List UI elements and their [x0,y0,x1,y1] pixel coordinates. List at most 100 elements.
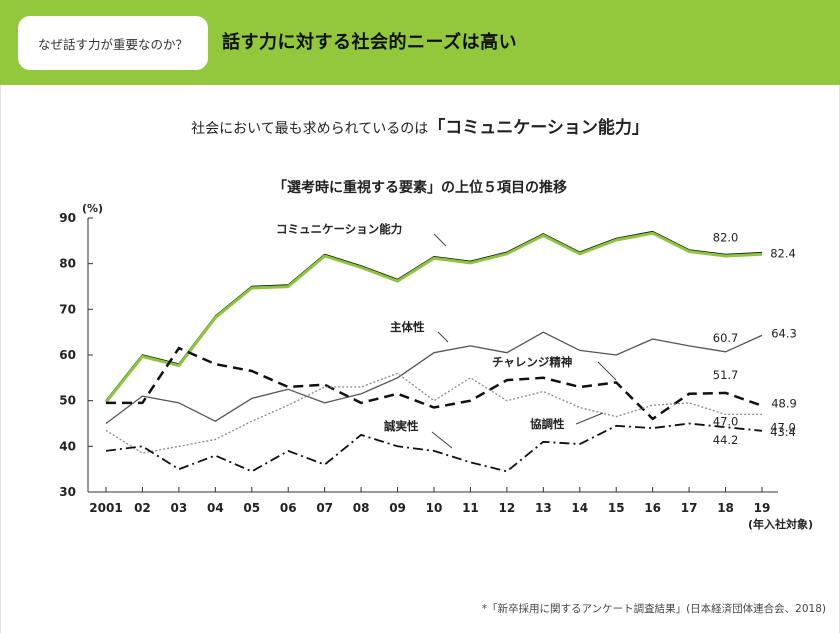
data-point [178,347,180,349]
data-point [651,338,653,340]
y-tick-label: 50 [59,394,76,408]
data-label: 47.0 [770,420,796,434]
header-tag: なぜ話す力が重要なのか？ [18,16,208,70]
data-label: 43.4 [770,425,796,439]
data-label: 47.0 [713,414,739,428]
series-name-label: 協調性 [530,417,565,431]
x-axis-note: (年入社対象) [748,517,813,531]
x-tick-label: 18 [717,501,734,515]
x-tick-label: 2001 [89,501,122,515]
data-point [141,452,143,454]
data-point [469,461,471,463]
data-point [141,395,143,397]
series-line [105,331,763,425]
x-tick-label: 11 [462,501,479,515]
series-line [105,372,762,454]
data-point [579,386,581,388]
series-name-label: コミュニケーション能力 [276,222,402,236]
data-point [579,406,581,408]
data-point [688,402,690,404]
data-point [724,253,726,255]
data-point [323,253,325,255]
data-point [360,402,362,404]
data-point [323,386,325,388]
y-tick-label: 40 [59,439,76,453]
data-point [105,429,107,431]
data-point [287,284,289,286]
data-label: 82.4 [770,247,796,261]
data-point [761,252,763,254]
header-title: 話す力に対する社会的ニーズは高い [222,32,518,53]
data-point [396,377,398,379]
data-point [724,392,726,394]
data-point [396,393,398,395]
y-axis-unit: (%) [82,202,103,215]
data-point [287,404,289,406]
x-tick-label: 13 [535,501,552,515]
data-point [396,445,398,447]
data-point [214,363,216,365]
data-point [433,450,435,452]
series-line [104,231,763,404]
data-point [141,445,143,447]
data-point [433,399,435,401]
data-point [251,285,253,287]
data-point [251,397,253,399]
data-point [506,251,508,253]
x-tick-label: 08 [353,501,370,515]
data-point [323,463,325,465]
data-point [761,430,763,432]
y-tick-label: 30 [59,485,76,499]
data-point [360,265,362,267]
data-point [615,425,617,427]
y-tick-label: 90 [59,211,76,225]
data-point [615,415,617,417]
data-point [615,237,617,239]
data-point [651,231,653,233]
series-line [106,346,763,421]
data-point [287,388,289,390]
data-point [214,315,216,317]
data-point [542,441,544,443]
data-point [542,377,544,379]
x-tick-label: 02 [134,501,151,515]
x-tick-label: 07 [316,501,333,515]
series-leader-line [433,233,447,247]
series-leader-line [437,331,449,343]
data-point [469,399,471,401]
data-label: 64.3 [771,326,797,340]
data-point [615,381,617,383]
frame-left-border [0,85,1,633]
data-label: 82.0 [713,231,739,245]
data-point [323,402,325,404]
x-tick-label: 17 [681,501,698,515]
data-point [724,351,726,353]
data-point [323,383,325,385]
data-point [688,345,690,347]
data-point [141,354,143,356]
slide-subtitle: 社会において最も求められているのは「コミュニケーション能力」 [0,113,840,138]
data-point [506,379,508,381]
data-point [615,354,617,356]
data-point [579,443,581,445]
series-leader-line [575,412,604,425]
data-point [761,404,763,406]
data-point [178,468,180,470]
data-point [506,399,508,401]
x-tick-label: 06 [280,501,297,515]
x-tick-label: 03 [171,501,188,515]
y-tick-label: 80 [59,257,76,271]
data-point [251,420,253,422]
x-tick-label: 14 [571,501,588,515]
series-leader-line [431,431,453,449]
data-point [360,434,362,436]
chart-axes: 30 40 50 60 70 80 90 2001 02 03 04 05 06 07 08 09 10 11 12… [59,211,778,515]
data-point [105,450,107,452]
data-point [287,386,289,388]
data-point [688,249,690,251]
data-point [105,402,107,404]
subtitle-prefix: 社会において最も求められているのは [191,121,429,137]
data-point [506,470,508,472]
data-point [178,445,180,447]
